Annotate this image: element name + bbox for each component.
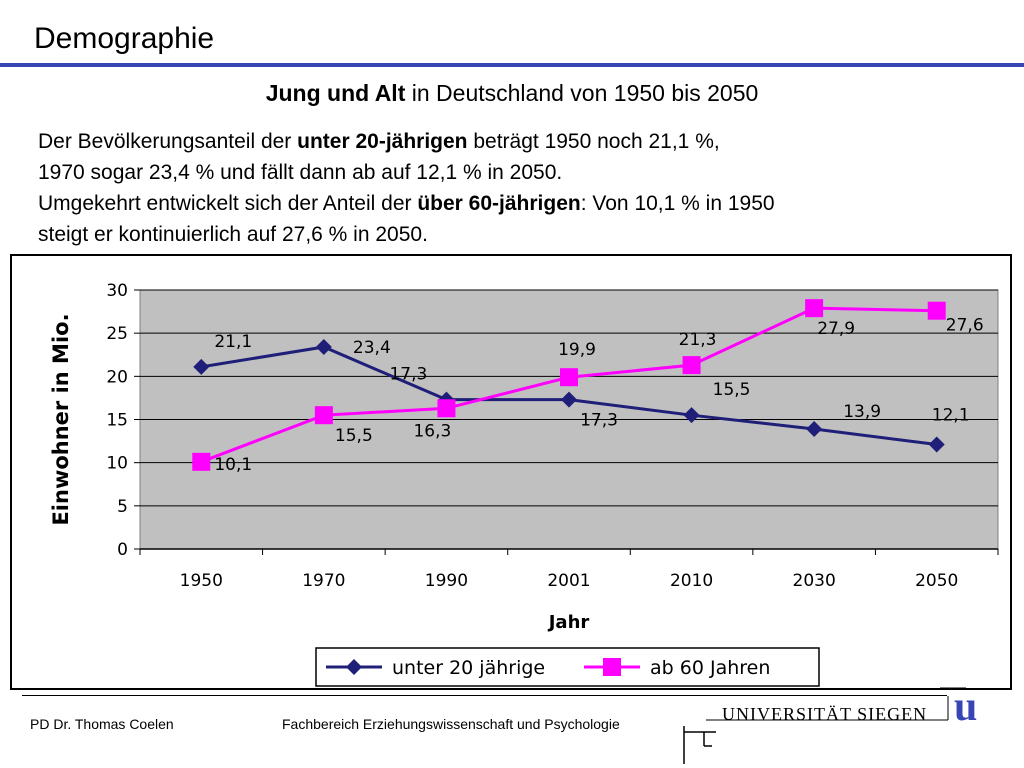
desc-line-1: Der Bevölkerungsanteil der unter 20-jähr… <box>38 126 998 157</box>
x-tick-label: 2030 <box>793 571 836 591</box>
legend-label: unter 20 jährige <box>392 657 545 679</box>
subtitle-bold: Jung und Alt <box>265 80 406 106</box>
data-label: 23,4 <box>353 338 391 358</box>
x-tick-label: 1990 <box>425 571 468 591</box>
data-label: 16,3 <box>413 421 451 441</box>
university-logo-icon: u <box>683 686 977 764</box>
data-label: 12,1 <box>932 406 970 426</box>
data-point-diamond <box>193 358 210 375</box>
y-tick-label: 15 <box>106 411 128 431</box>
x-tick-label: 2010 <box>670 571 713 591</box>
legend-box <box>315 647 820 687</box>
data-point-square <box>192 452 211 471</box>
y-tick-label: 10 <box>106 454 128 474</box>
data-label: 13,9 <box>843 402 881 422</box>
data-label: 17,3 <box>580 411 618 431</box>
data-label: 27,9 <box>817 319 855 339</box>
data-point-diamond <box>683 407 700 424</box>
desc-line-1c: beträgt 1950 noch 21,1 %, <box>467 130 720 153</box>
y-axis-label: Einwohner in Mio. <box>49 313 73 525</box>
data-point-square <box>805 299 824 318</box>
data-point-square <box>314 406 333 425</box>
footer-rule <box>22 695 947 696</box>
data-label: 21,1 <box>214 332 252 352</box>
y-tick-label: 20 <box>106 367 128 387</box>
logo-letter: u <box>954 686 977 730</box>
desc-line-2: 1970 sogar 23,4 % und fällt dann ab auf … <box>38 161 563 184</box>
x-axis-label: Jahr <box>547 612 590 633</box>
y-tick-label: 25 <box>106 324 128 344</box>
data-point-square <box>560 368 578 387</box>
x-tick-label: 2050 <box>915 571 958 591</box>
y-tick-label: 30 <box>106 281 128 301</box>
data-label: 15,5 <box>335 426 373 446</box>
data-point-square <box>682 356 701 375</box>
x-tick-label: 1970 <box>302 571 345 591</box>
title-rule <box>0 63 1024 67</box>
slide-title: Demographie <box>34 22 215 55</box>
data-label: 19,9 <box>558 340 596 360</box>
data-point-diamond <box>806 420 823 437</box>
legend-marker-square <box>603 658 621 676</box>
desc-line-1a: Der Bevölkerungsanteil der <box>38 130 298 153</box>
subtitle-rest: in Deutschland von 1950 bis 2050 <box>405 80 759 106</box>
data-label: 21,3 <box>679 330 717 350</box>
data-label: 17,3 <box>389 365 427 385</box>
desc-line-3: Umgekehrt entwickelt sich der Anteil der… <box>38 188 998 219</box>
desc-line-1b: unter 20-jährigen <box>297 130 468 153</box>
footer-department: Fachbereich Erziehungswissenschaft und P… <box>282 716 620 732</box>
x-tick-label: 1950 <box>180 571 223 591</box>
data-point-square <box>437 399 456 418</box>
data-label: 27,6 <box>946 316 984 336</box>
desc-line-3c: : Von 10,1 % in 1950 <box>580 192 775 215</box>
line-chart: 0 5 10 15 20 25 30 1950 1970 1990 2001 2010 2030 2050… <box>49 281 999 687</box>
y-tick-label: 0 <box>117 540 128 560</box>
desc-line-4: steigt er kontinuierlich auf 27,6 % in 2… <box>38 223 428 246</box>
desc-line-3a: Umgekehrt entwickelt sich der Anteil der <box>38 192 418 215</box>
x-tick-label: 2001 <box>547 571 590 591</box>
chart-frame: 0 5 10 15 20 25 30 1950 1970 1990 2001 2010 2030 2050… <box>10 254 1012 690</box>
data-point-diamond <box>315 338 332 355</box>
university-name: UNIVERSITÄT SIEGEN <box>722 704 928 724</box>
legend-label: ab 60 Jahren <box>650 657 770 679</box>
data-label: 10,1 <box>214 455 252 475</box>
legend-marker-diamond <box>346 659 362 675</box>
desc-line-3b: über 60-jährigen <box>417 192 581 215</box>
data-point-diamond <box>928 436 945 453</box>
slide-subtitle: Jung und Alt in Deutschland von 1950 bis… <box>0 80 1024 107</box>
data-point-square <box>927 301 946 320</box>
footer-author: PD Dr. Thomas Coelen <box>30 716 174 732</box>
data-point-diamond <box>561 391 577 408</box>
data-label: 15,5 <box>713 380 751 400</box>
description: Der Bevölkerungsanteil der unter 20-jähr… <box>38 126 998 250</box>
y-tick-label: 5 <box>117 497 128 517</box>
